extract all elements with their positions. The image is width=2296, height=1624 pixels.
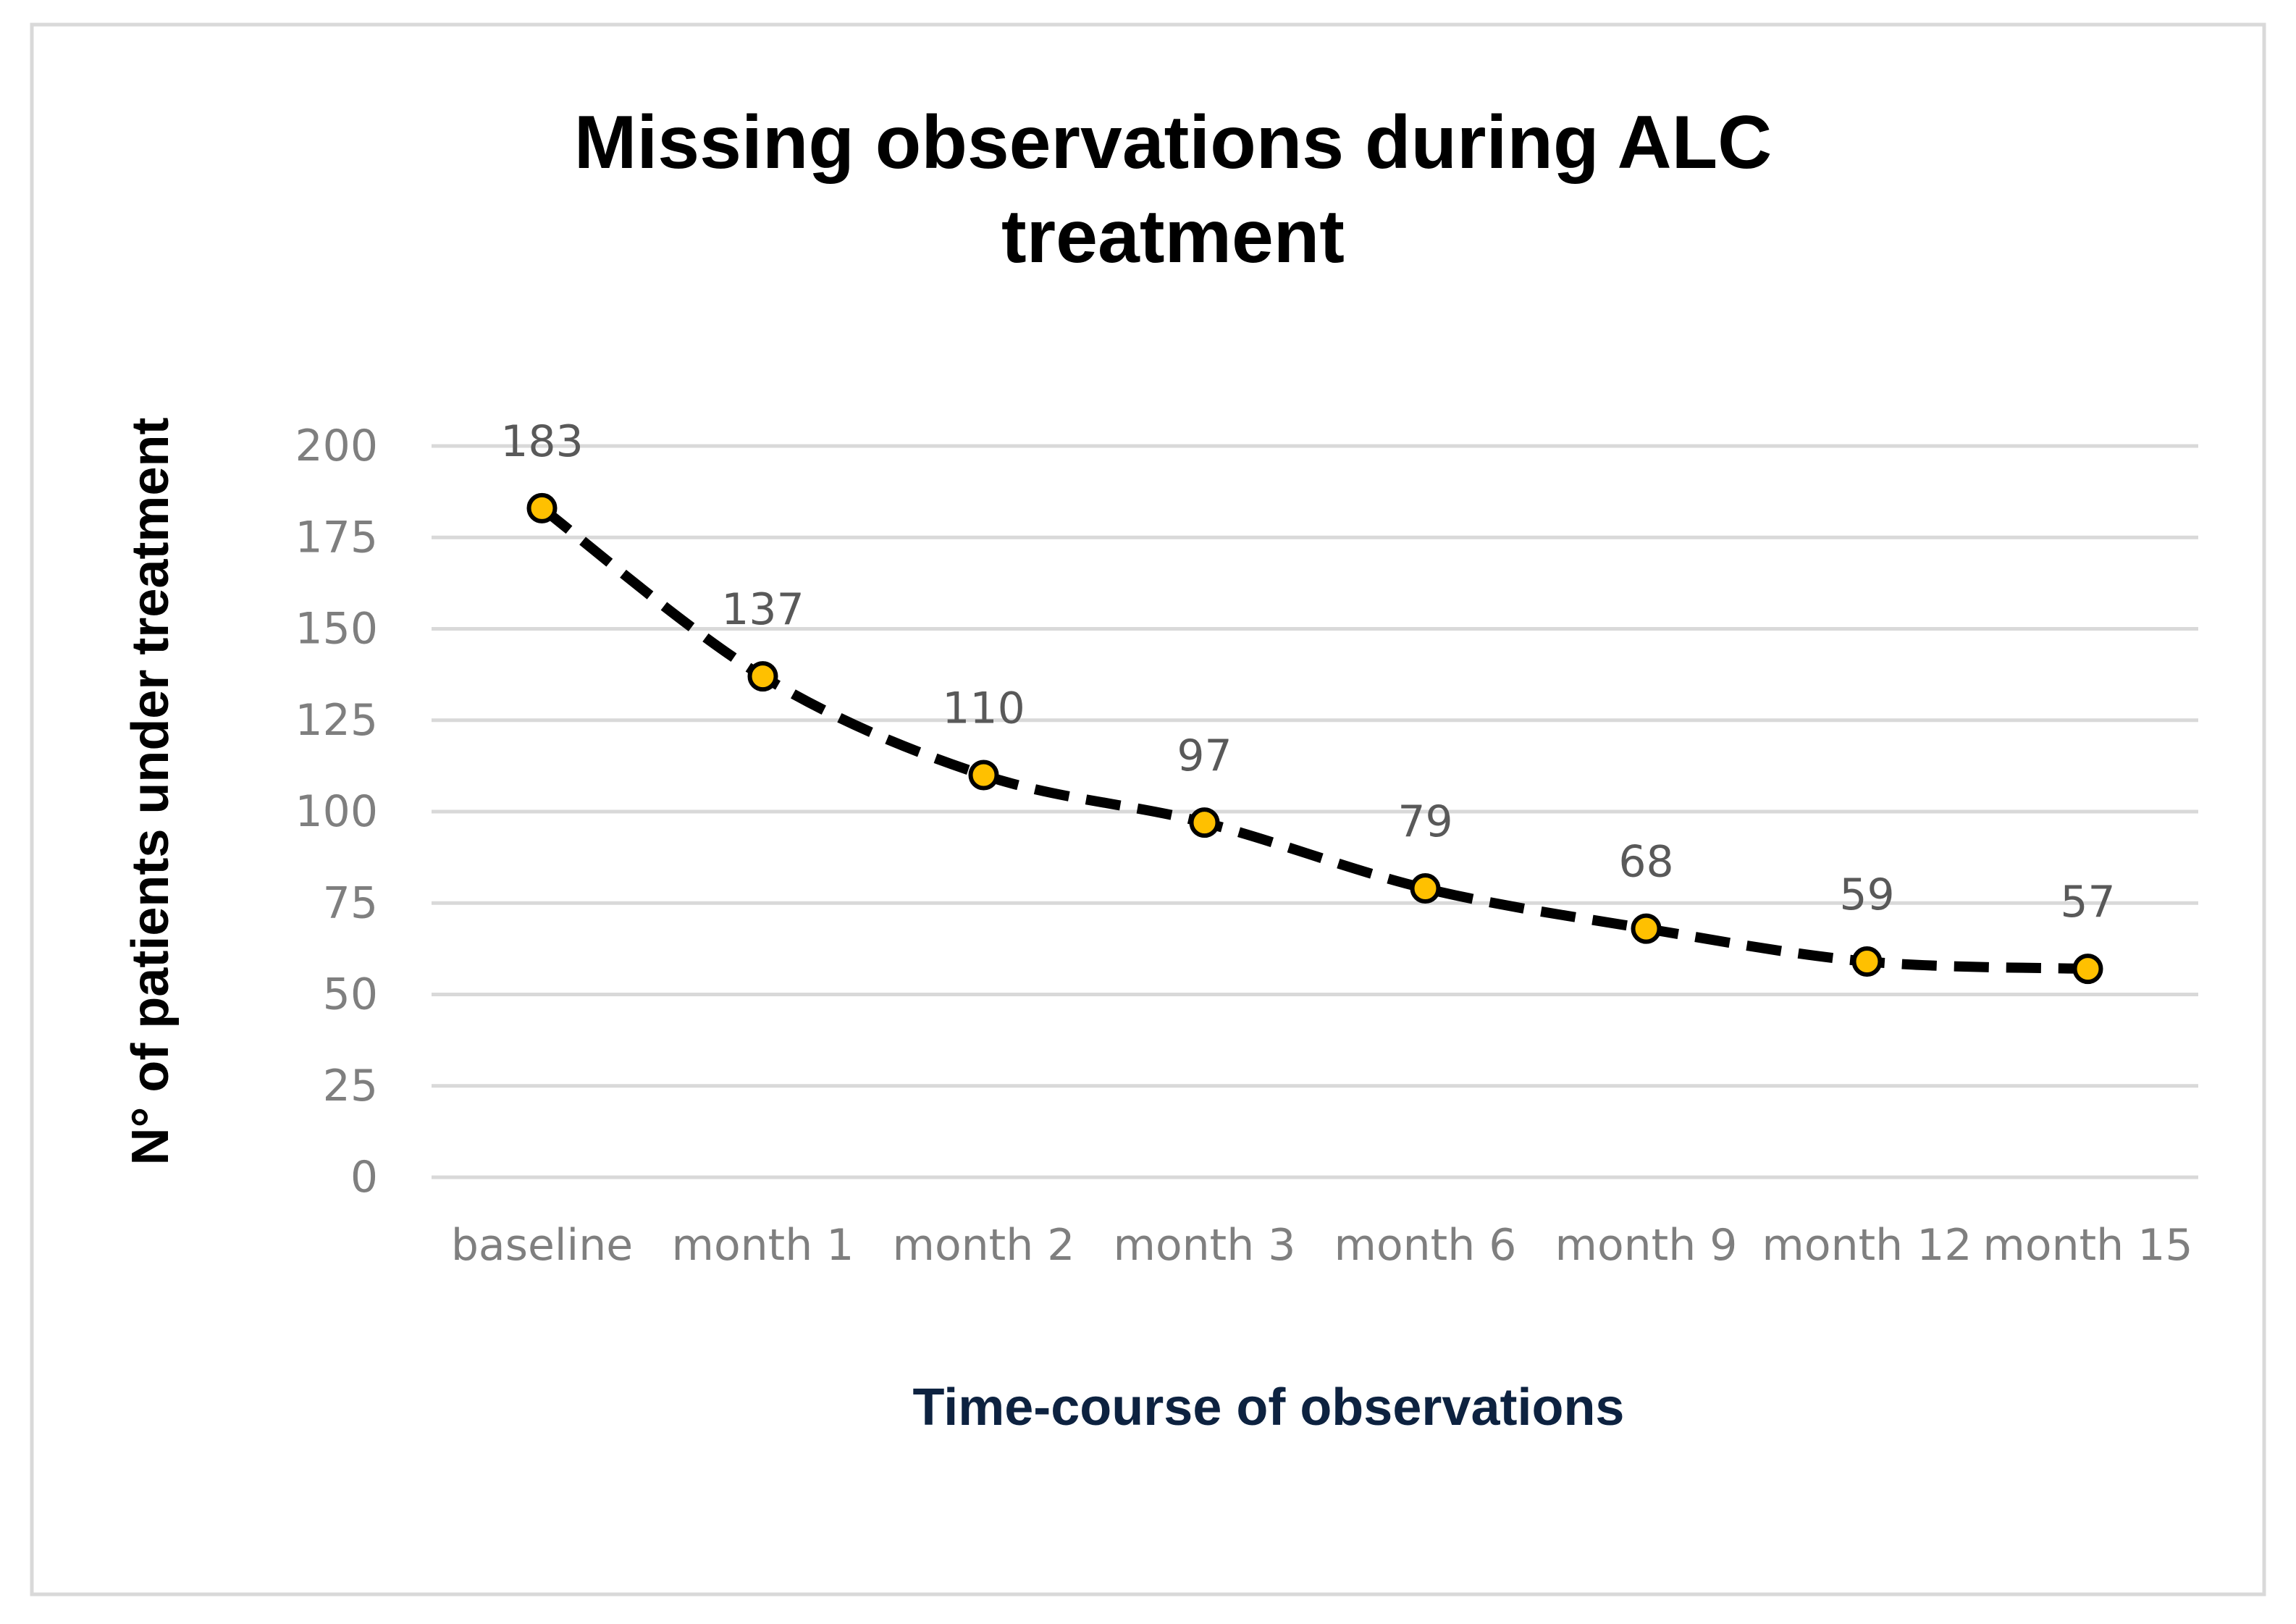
y-tick-label: 0 [350,1152,378,1203]
y-tick-label: 50 [323,969,378,1020]
x-tick-label: month 3 [1114,1220,1296,1271]
x-tick-label: month 2 [893,1220,1075,1271]
data-point [1189,807,1220,838]
y-tick-label: 125 [295,695,378,746]
data-markers [526,492,2103,985]
y-tick-label: 75 [323,878,378,928]
y-tick-label: 150 [295,604,378,655]
gridlines [432,444,2198,1179]
data-label: 183 [500,416,584,467]
data-label: 137 [721,584,804,635]
x-tick-label: month 6 [1334,1220,1517,1271]
data-label: 110 [942,683,1025,734]
data-label: 97 [1177,731,1232,781]
data-point [2072,954,2103,985]
data-label: 59 [1839,870,1894,920]
x-tick-label: month 15 [1982,1220,2192,1271]
y-tick-label: 175 [295,512,378,563]
chart-title-line-2: treatment [1001,195,1345,279]
data-point [1631,913,1662,944]
y-tick-label: 100 [295,786,378,837]
data-labels: 183 137 110 97 79 68 59 57 [500,416,2115,927]
x-tick-label: month 12 [1762,1220,1972,1271]
x-tick-label: month 9 [1555,1220,1738,1271]
y-tick-label: 200 [295,421,378,471]
x-tick-label: month 1 [672,1220,854,1271]
y-axis-ticks: 0 25 50 75 100 125 150 175 200 [295,421,378,1203]
data-label: 57 [2060,877,2115,927]
data-point [526,492,558,523]
data-point [968,760,999,791]
data-point [1410,873,1441,904]
data-point [747,661,778,692]
y-axis-title: N° of patients under treatment [122,418,180,1166]
data-label: 79 [1397,796,1452,847]
x-tick-label: baseline [451,1220,633,1271]
x-axis-ticks: baseline month 1 month 2 month 3 month 6 mont… [451,1220,2193,1271]
x-axis-title: Time-course of observations [913,1379,1625,1436]
chart-title-line-1: Missing observations during ALC [574,101,1773,185]
y-tick-label: 25 [323,1061,378,1111]
data-point [1851,946,1883,977]
data-label: 68 [1618,837,1673,888]
